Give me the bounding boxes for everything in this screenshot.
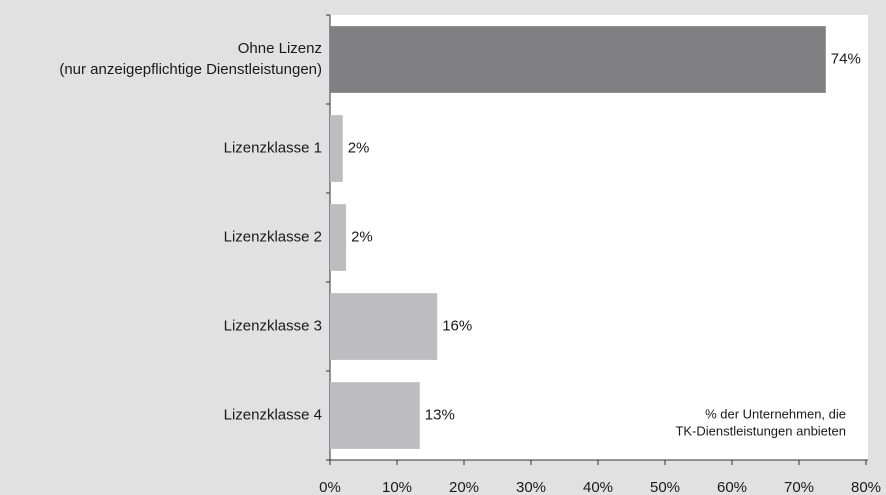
data-label: 16%	[442, 317, 472, 334]
y-tick-label: Lizenzklasse 1	[224, 139, 322, 156]
x-tick-label: 60%	[717, 479, 747, 495]
bar	[330, 26, 826, 93]
x-tick-label: 80%	[851, 479, 881, 495]
bar	[330, 204, 347, 271]
x-tick-label: 0%	[319, 479, 341, 495]
x-tick-label: 40%	[583, 479, 613, 495]
data-label: 2%	[351, 228, 373, 245]
annotation: % der Unternehmen, die	[705, 406, 846, 421]
y-tick-label: Lizenzklasse 2	[224, 228, 322, 245]
data-label: 74%	[831, 50, 861, 67]
x-tick-label: 20%	[449, 479, 479, 495]
x-tick-label: 30%	[516, 479, 546, 495]
data-label: 2%	[348, 139, 370, 156]
y-tick-label: Ohne Lizenz	[238, 40, 322, 57]
bar	[330, 293, 438, 360]
y-tick-label: (nur anzeigepflichtige Dienstleistungen)	[59, 61, 322, 78]
x-tick-label: 70%	[784, 479, 814, 495]
y-tick-label: Lizenzklasse 4	[224, 406, 322, 423]
x-tick-label: 10%	[382, 479, 412, 495]
bar	[330, 115, 343, 182]
x-tick-label: 50%	[650, 479, 680, 495]
annotation: TK-Dienstleistungen anbieten	[675, 423, 846, 438]
data-label: 13%	[425, 406, 455, 423]
y-tick-label: Lizenzklasse 3	[224, 317, 322, 334]
bar	[330, 382, 420, 449]
